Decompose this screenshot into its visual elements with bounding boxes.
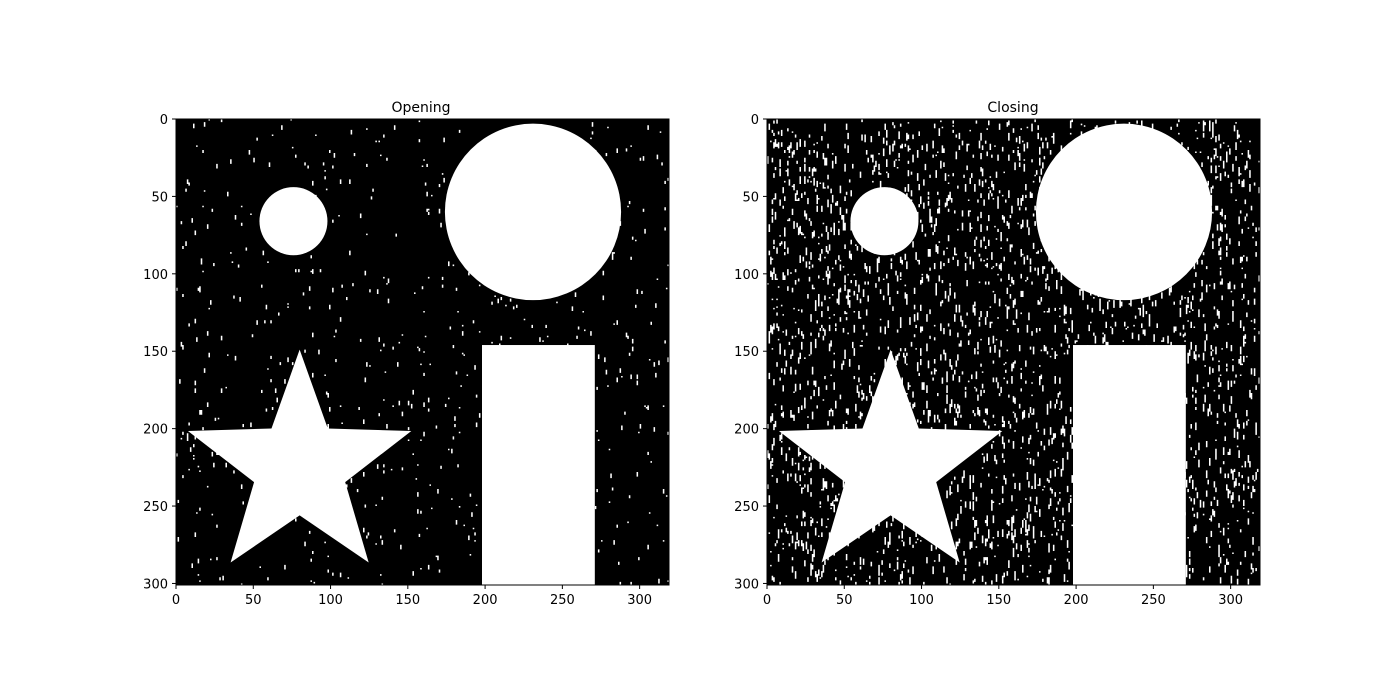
circle-shape [444, 123, 622, 301]
y-axis: 0 50 100 150 200 250 300 [734, 113, 767, 592]
rectangle-shape [1073, 345, 1186, 585]
x-tick-label: 150 [986, 593, 1011, 608]
subplot-title: Closing [987, 100, 1038, 116]
y-tick-label: 300 [143, 577, 168, 592]
x-tick-label: 200 [1064, 593, 1089, 608]
x-tick-label: 250 [550, 593, 575, 608]
x-tick-label: 250 [1141, 593, 1166, 608]
x-tick-label: 0 [172, 593, 180, 608]
x-tick-label: 100 [318, 593, 343, 608]
y-tick-label: 150 [734, 345, 759, 360]
y-tick-label: 0 [751, 113, 759, 128]
x-tick-label: 50 [836, 593, 853, 608]
x-tick-label: 50 [245, 593, 262, 608]
circle-shape [850, 187, 919, 256]
y-tick-label: 300 [734, 577, 759, 592]
x-tick-label: 300 [627, 593, 652, 608]
y-tick-label: 250 [734, 500, 759, 515]
axes-frame [175, 118, 670, 586]
y-tick-label: 100 [143, 268, 168, 283]
y-axis: 0 50 100 150 200 250 300 [143, 113, 176, 592]
y-tick-label: 200 [734, 423, 759, 438]
subplot-closing: Closing 0 50 100 150 200 250 300 0 50 100 150 200 2… [734, 100, 1261, 608]
x-tick-label: 200 [473, 593, 498, 608]
x-tick-label: 100 [909, 593, 934, 608]
y-tick-label: 0 [160, 113, 168, 128]
image-area [176, 119, 669, 585]
star-shape [778, 349, 1003, 563]
subplot-opening: Opening 0 50 100 150 200 250 300 0 50 100 150 200 2… [143, 100, 670, 608]
y-tick-label: 50 [742, 190, 759, 205]
y-tick-label: 50 [151, 190, 168, 205]
axes-frame [766, 118, 1261, 586]
y-tick-label: 250 [143, 500, 168, 515]
subplot-title: Opening [391, 100, 450, 116]
y-tick-label: 200 [143, 423, 168, 438]
y-tick-label: 150 [143, 345, 168, 360]
x-axis: 0 50 100 150 200 250 300 [172, 585, 652, 608]
image-area [767, 119, 1260, 585]
rectangle-shape [482, 345, 595, 585]
x-tick-label: 0 [763, 593, 771, 608]
circle-shape [259, 187, 328, 256]
x-tick-label: 150 [395, 593, 420, 608]
x-tick-label: 300 [1218, 593, 1243, 608]
y-tick-label: 100 [734, 268, 759, 283]
star-shape [187, 349, 412, 563]
circle-shape [1035, 123, 1213, 301]
x-axis: 0 50 100 150 200 250 300 [763, 585, 1243, 608]
